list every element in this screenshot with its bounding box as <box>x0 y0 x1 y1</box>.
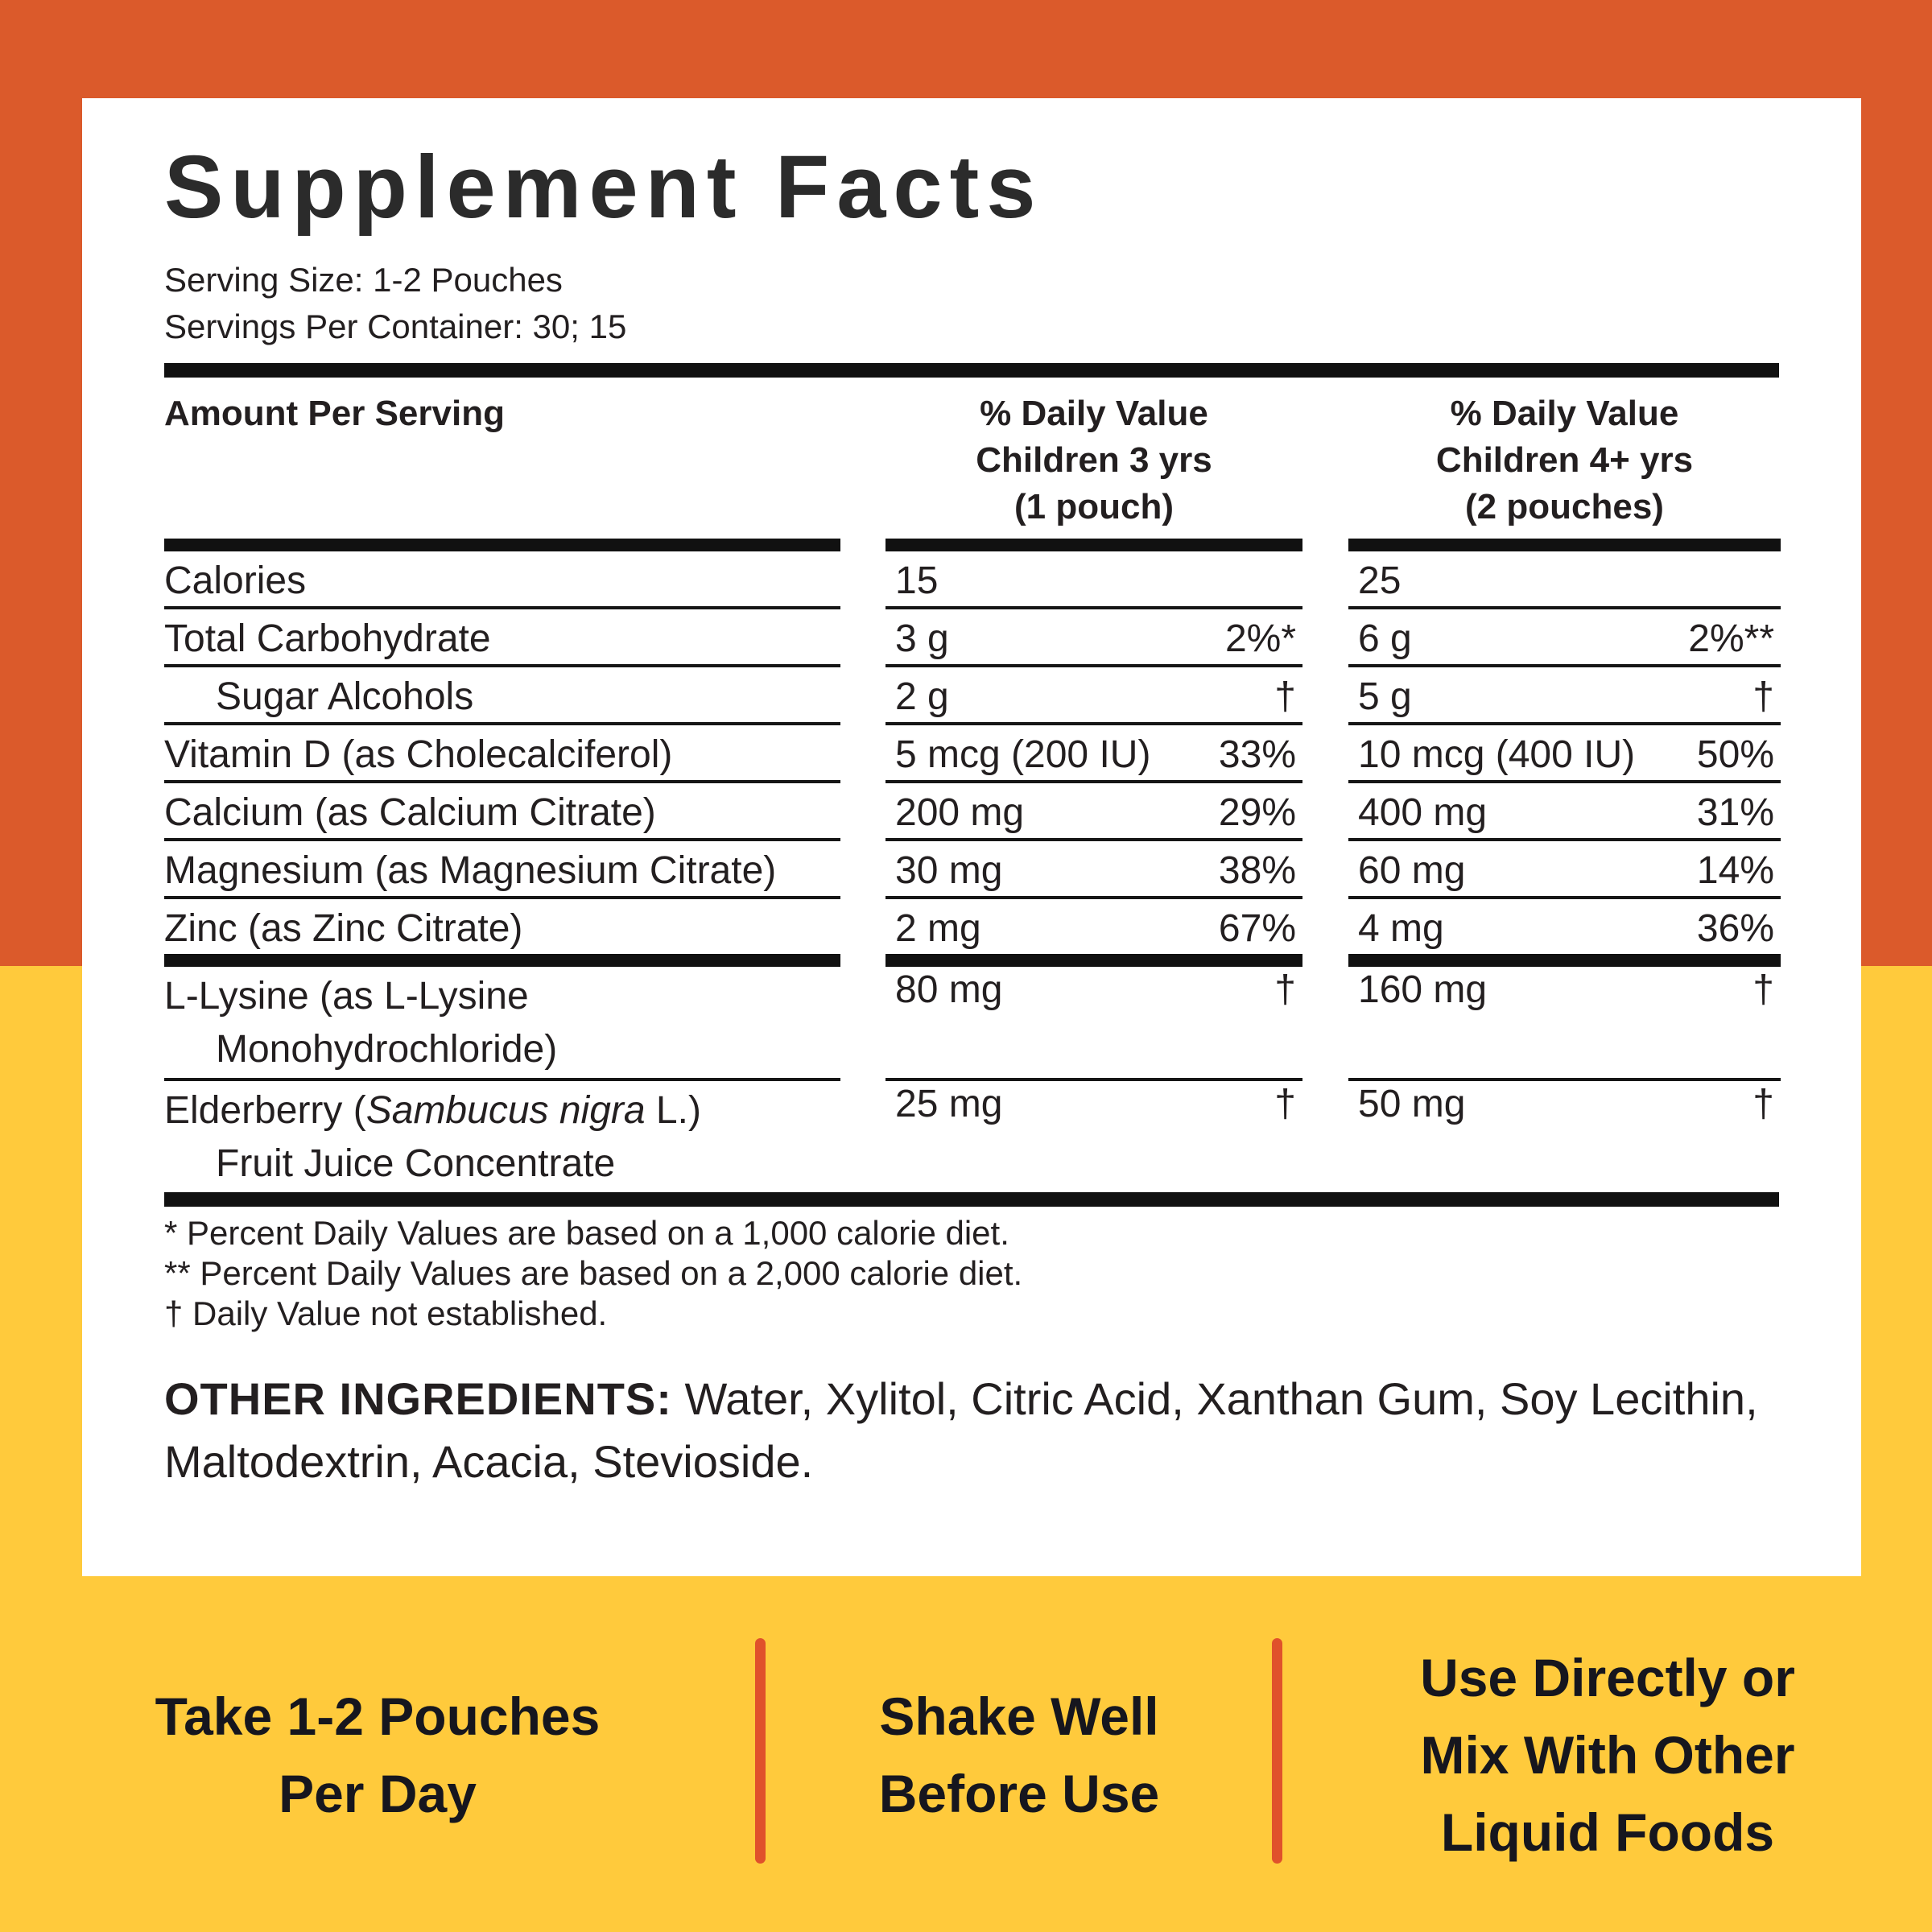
row-dv-4yrs: 14% <box>1696 849 1774 892</box>
row-amount-4yrs: 6 g <box>1358 617 1412 660</box>
row-name: Sugar Alcohols <box>164 667 840 725</box>
instruction-shake-well: Shake Well Before Use <box>766 1634 1272 1876</box>
row-amount-3yrs: 200 mg <box>895 791 1025 834</box>
row-dv-4yrs: † <box>1752 675 1774 718</box>
other-ingredients: OTHER INGREDIENTS: Water, Xylitol, Citri… <box>164 1368 1779 1493</box>
row-dv-4yrs: † <box>1752 968 1774 1011</box>
instruction-divider-1 <box>755 1638 766 1864</box>
row-name: Elderberry (Sambucus nigra L.) Fruit Jui… <box>164 1081 840 1192</box>
row-dv-3yrs: † <box>1274 968 1296 1011</box>
other-ingredients-label: OTHER INGREDIENTS: <box>164 1373 672 1424</box>
row-amount-3yrs: 15 <box>895 559 939 602</box>
footnotes: * Percent Daily Values are based on a 1,… <box>164 1213 1779 1334</box>
row-amount-4yrs: 400 mg <box>1358 791 1488 834</box>
header-col3-line1: % Daily Value <box>1450 394 1679 433</box>
row-amount-4yrs: 5 g <box>1358 675 1412 718</box>
row-name: Calories <box>164 551 840 609</box>
row-name: Vitamin D (as Cholecalciferol) <box>164 725 840 783</box>
row-dv-3yrs: 38% <box>1218 849 1296 892</box>
row-name: Total Carbohydrate <box>164 609 840 667</box>
row-name: Magnesium (as Magnesium Citrate) <box>164 841 840 899</box>
header-dv-children-3yrs: % Daily Value Children 3 yrs (1 pouch) <box>886 378 1302 539</box>
row-amount-4yrs: 160 mg <box>1358 968 1488 1011</box>
header-col2-line1: % Daily Value <box>980 394 1208 433</box>
table-row-sugar-alcohols: Sugar Alcohols 2 g † 5 g † <box>164 667 1781 725</box>
header-col2-line2: Children 3 yrs <box>976 440 1212 480</box>
row-amount-3yrs: 3 g <box>895 617 949 660</box>
instruction-line: Take 1-2 Pouches <box>155 1686 601 1746</box>
row-amount-3yrs: 25 mg <box>895 1083 1003 1125</box>
panel-title: Supplement Facts <box>164 138 1043 237</box>
instruction-line: Liquid Foods <box>1440 1802 1775 1862</box>
table-row-zinc: Zinc (as Zinc Citrate) 2 mg 67% 4 mg 36% <box>164 899 1781 967</box>
row-amount-3yrs: 2 mg <box>895 907 981 950</box>
row-name: Zinc (as Zinc Citrate) <box>164 899 840 967</box>
table-row-magnesium: Magnesium (as Magnesium Citrate) 30 mg 38… <box>164 841 1781 899</box>
instruction-line: Use Directly or <box>1420 1648 1795 1707</box>
header-col3-line2: Children 4+ yrs <box>1435 440 1694 480</box>
row-amount-4yrs: 50 mg <box>1358 1083 1466 1125</box>
row-dv-4yrs: 2%** <box>1688 617 1774 660</box>
row-amount-4yrs: 25 <box>1358 559 1402 602</box>
footnote-dv-not-established: † Daily Value not established. <box>164 1294 608 1332</box>
row-dv-3yrs: 33% <box>1218 733 1296 776</box>
serving-size: Serving Size: 1-2 Pouches <box>164 261 563 299</box>
header-amount-per-serving: Amount Per Serving <box>164 394 505 433</box>
table-header: Amount Per Serving % Daily Value Childre… <box>164 378 1779 539</box>
row-amount-3yrs: 30 mg <box>895 849 1003 892</box>
row-dv-4yrs: 36% <box>1696 907 1774 950</box>
header-dv-children-4plus-yrs: % Daily Value Children 4+ yrs (2 pouches… <box>1348 378 1781 539</box>
row-amount-3yrs: 2 g <box>895 675 949 718</box>
instruction-line: Mix With Other <box>1420 1725 1795 1785</box>
row-name-latin: Sambucus nigra <box>365 1089 646 1132</box>
instruction-use-directly: Use Directly or Mix With Other Liquid Fo… <box>1283 1634 1932 1876</box>
other-ingredients-list: Water, Xylitol, Citric Acid, Xanthan Gum… <box>164 1373 1758 1487</box>
table-row-total-carbohydrate: Total Carbohydrate 3 g 2%* 6 g 2%** <box>164 609 1781 667</box>
table-row-l-lysine: L-Lysine (as L-Lysine Monohydrochloride)… <box>164 967 1781 1081</box>
header-rules <box>164 539 1781 551</box>
header-col3-line3: (2 pouches) <box>1465 487 1664 526</box>
table-row-elderberry: Elderberry (Sambucus nigra L.) Fruit Jui… <box>164 1081 1779 1192</box>
row-name: L-Lysine (as L-Lysine Monohydrochloride) <box>164 967 840 1081</box>
top-rule <box>164 363 1779 378</box>
row-dv-3yrs: 67% <box>1218 907 1296 950</box>
instruction-take-pouches: Take 1-2 Pouches Per Day <box>0 1634 755 1876</box>
row-name-line2: Monohydrochloride) <box>216 1028 558 1071</box>
instruction-line: Per Day <box>279 1764 477 1823</box>
table-row-calcium: Calcium (as Calcium Citrate) 200 mg 29% 4… <box>164 783 1781 841</box>
bottom-rule <box>164 1192 1779 1207</box>
row-dv-4yrs: 31% <box>1696 791 1774 834</box>
row-dv-3yrs: † <box>1274 1083 1296 1125</box>
row-name-line2: Fruit Juice Concentrate <box>216 1142 616 1185</box>
row-dv-3yrs: † <box>1274 675 1296 718</box>
instruction-divider-2 <box>1272 1638 1282 1864</box>
footnote-1000-calorie: * Percent Daily Values are based on a 1,… <box>164 1214 1009 1252</box>
row-dv-3yrs: 2%* <box>1224 617 1296 660</box>
row-dv-4yrs: † <box>1752 1083 1774 1125</box>
row-name-line1-end: L.) <box>645 1089 701 1132</box>
servings-per-container: Servings Per Container: 30; 15 <box>164 308 627 345</box>
row-amount-4yrs: 4 mg <box>1358 907 1444 950</box>
instruction-line: Shake Well <box>879 1686 1159 1746</box>
footnote-2000-calorie: ** Percent Daily Values are based on a 2… <box>164 1254 1023 1292</box>
supplement-facts-panel: Supplement Facts Serving Size: 1-2 Pouch… <box>82 98 1861 1576</box>
row-dv-4yrs: 50% <box>1696 733 1774 776</box>
row-amount-3yrs: 80 mg <box>895 968 1003 1011</box>
row-name: Calcium (as Calcium Citrate) <box>164 783 840 841</box>
header-col2-line3: (1 pouch) <box>1014 487 1174 526</box>
row-amount-4yrs: 10 mcg (400 IU) <box>1358 733 1636 776</box>
row-name-line1: L-Lysine (as L-Lysine <box>164 975 529 1018</box>
row-amount-3yrs: 5 mcg (200 IU) <box>895 733 1151 776</box>
row-amount-4yrs: 60 mg <box>1358 849 1466 892</box>
row-name-line1: Elderberry ( <box>164 1089 366 1132</box>
table-row-vitamin-d: Vitamin D (as Cholecalciferol) 5 mcg (20… <box>164 725 1781 783</box>
row-dv-3yrs: 29% <box>1218 791 1296 834</box>
table-row-calories: Calories 15 25 <box>164 551 1781 609</box>
instruction-line: Before Use <box>878 1764 1160 1823</box>
